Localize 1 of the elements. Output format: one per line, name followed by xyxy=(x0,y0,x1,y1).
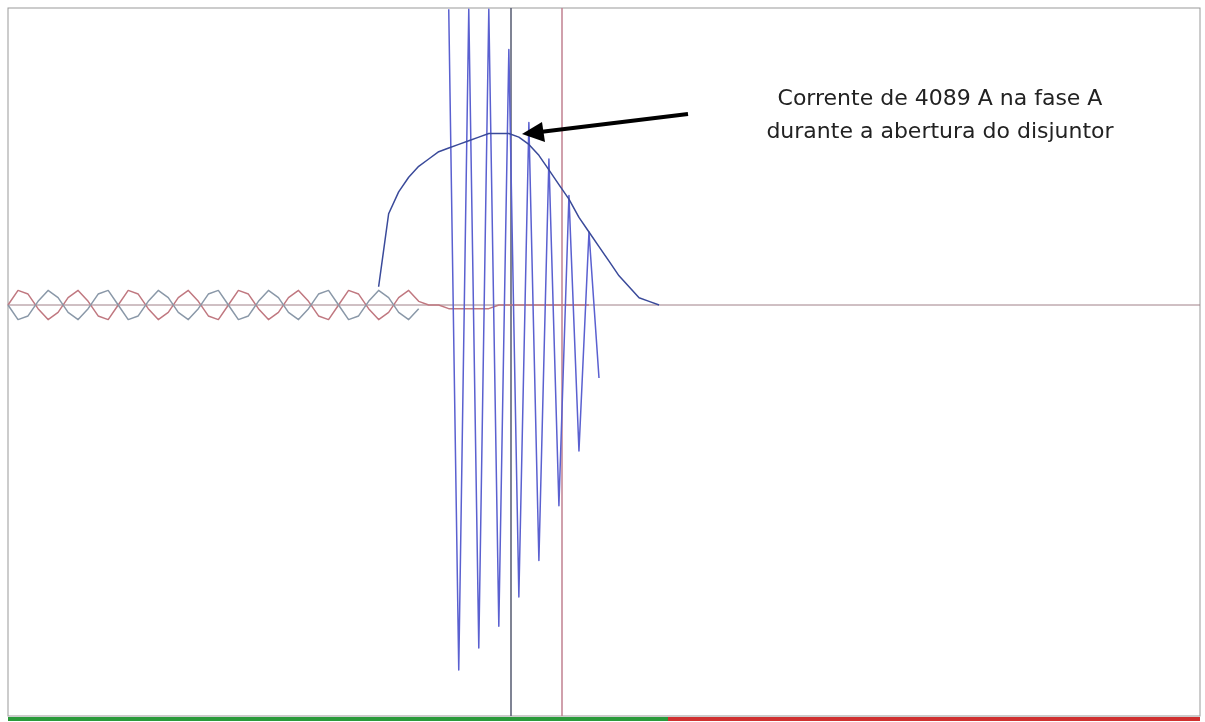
annotation: Corrente de 4089 A na fase A durante a abertura do disjuntor xyxy=(766,85,1115,143)
